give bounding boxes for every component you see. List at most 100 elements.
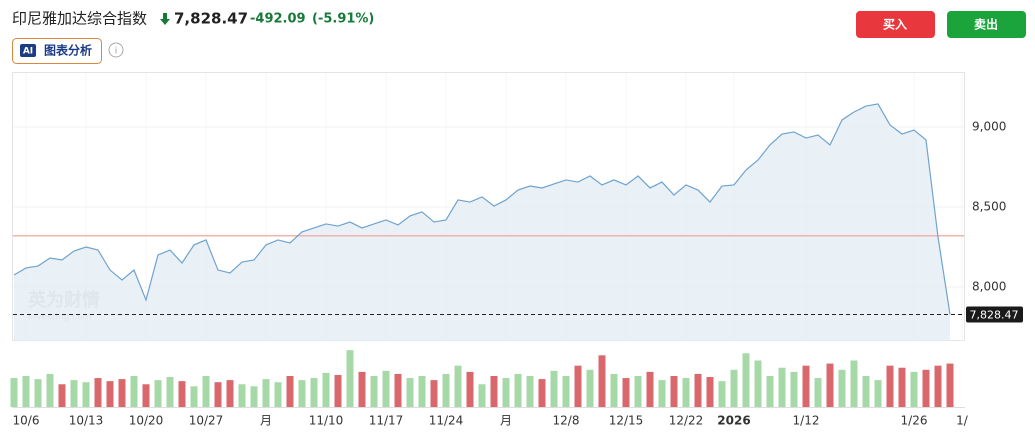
volume-bar — [478, 384, 486, 407]
volume-bar — [634, 376, 642, 407]
volume-bar — [670, 376, 678, 407]
volume-bar — [586, 369, 594, 407]
volume-bar — [922, 369, 930, 407]
volume-bar — [130, 376, 138, 407]
change: -492.09 — [250, 12, 306, 27]
volume-bar — [466, 371, 474, 407]
volume-bar — [214, 382, 222, 407]
volume-bar — [418, 376, 426, 407]
info-icon-text[interactable]: i — [115, 47, 118, 57]
volume-bar — [826, 363, 834, 407]
volume-bar — [814, 378, 822, 407]
volume-bar — [862, 376, 870, 407]
sell-button[interactable] — [947, 11, 1026, 38]
volume-bar — [154, 380, 162, 407]
volume-bar — [754, 360, 762, 407]
buy-label[interactable]: 买入 — [883, 18, 907, 32]
volume-bar — [274, 382, 282, 407]
x-tick-label: 10/20 — [129, 414, 164, 428]
volume-bar — [94, 378, 102, 407]
volume-bar — [526, 376, 534, 407]
volume-bar — [358, 371, 366, 407]
volume-bar — [202, 376, 210, 407]
volume-bar — [598, 355, 606, 407]
volume-bar — [286, 376, 294, 407]
volume-bar — [934, 365, 942, 407]
volume-bar — [706, 377, 714, 407]
volume-bar — [262, 379, 270, 407]
volume-bar — [694, 373, 702, 407]
volume-bar — [118, 379, 126, 407]
volume-bar — [658, 380, 666, 407]
ai-badge-text: AI — [23, 47, 33, 57]
volume-bar — [190, 386, 198, 407]
x-tick-label: 11/10 — [309, 414, 344, 428]
x-tick-label: 10/13 — [69, 414, 104, 428]
x-tick-label: 1/26 — [901, 414, 928, 428]
volume-bar — [718, 381, 726, 407]
price-line — [13, 103, 951, 315]
x-tick-label: 月 — [500, 414, 512, 428]
volume-bar — [430, 380, 438, 407]
volume-bar — [514, 373, 522, 407]
volume-bar — [646, 371, 654, 407]
volume-bar — [250, 386, 258, 407]
volume-bar — [490, 376, 498, 407]
volume-bar — [562, 376, 570, 407]
volume-bar — [106, 381, 114, 407]
y-tick-label: 9,000 — [972, 120, 1006, 134]
x-tick-label: 11/24 — [429, 414, 464, 428]
volume-bar — [382, 370, 390, 407]
volume-bar — [550, 370, 558, 407]
last-price-tag: 7,828.47 — [970, 308, 1019, 321]
volume-bar — [502, 378, 510, 407]
change-pct: (-5.91%) — [312, 12, 374, 27]
x-tick-label: 2026 — [717, 414, 750, 428]
volume-bar — [910, 371, 918, 407]
volume-bar — [58, 384, 66, 407]
volume-bar — [742, 353, 750, 407]
volume-bar — [682, 378, 690, 407]
x-tick-label: 12/15 — [609, 414, 644, 428]
volume-bar — [838, 369, 846, 407]
x-tick-label: 12/8 — [553, 414, 580, 428]
volume-bar — [886, 365, 894, 407]
sell-label[interactable]: 卖出 — [974, 17, 998, 32]
volume-bar — [802, 365, 810, 407]
volume-bar — [778, 367, 786, 407]
x-tick-label: 1/ — [956, 414, 969, 428]
volume-bar — [346, 350, 354, 407]
volume-bar — [238, 384, 246, 407]
x-tick-label: 10/6 — [13, 414, 40, 428]
volume-bar — [142, 384, 150, 407]
volume-bar — [538, 379, 546, 407]
volume-bar — [622, 378, 630, 407]
info-icon[interactable] — [108, 42, 124, 58]
x-tick-label: 10/27 — [189, 414, 224, 428]
volume-bar — [46, 373, 54, 407]
volume-bar — [790, 371, 798, 407]
price-area — [14, 103, 950, 342]
x-tick-label: 11/17 — [369, 414, 404, 428]
x-tick-label: 月 — [260, 414, 272, 428]
volume-bar — [226, 380, 234, 407]
index-title: 印尼雅加达综合指数 — [12, 10, 147, 28]
volume-bar — [310, 378, 318, 407]
ai-label[interactable]: 图表分析 — [44, 43, 92, 58]
down-arrow — [160, 13, 170, 25]
volume-bar — [406, 378, 414, 407]
volume-bar — [34, 379, 42, 407]
volume-bar — [370, 376, 378, 407]
volume-bar — [454, 365, 462, 407]
buy-button[interactable] — [856, 11, 935, 38]
volume-bar — [730, 369, 738, 407]
volume-bar — [178, 381, 186, 407]
volume-bar — [946, 363, 954, 407]
volume-bar — [166, 377, 174, 407]
volume-bar — [82, 382, 90, 407]
x-tick-label: 1/12 — [793, 414, 820, 428]
volume-bar — [394, 373, 402, 407]
volume-bar — [298, 380, 306, 407]
last-price-box — [966, 306, 1023, 323]
